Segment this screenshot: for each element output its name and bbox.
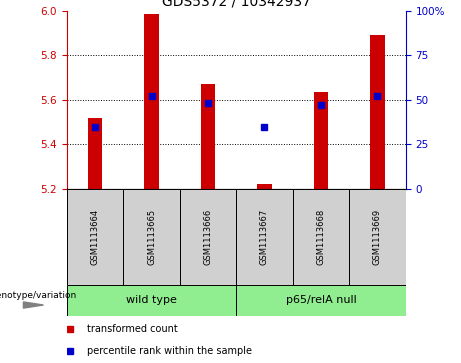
Bar — [201, 84, 215, 189]
Text: wild type: wild type — [126, 295, 177, 305]
Bar — [314, 92, 328, 189]
Text: GSM1113668: GSM1113668 — [316, 209, 325, 265]
Bar — [180, 189, 236, 285]
Bar — [67, 285, 236, 316]
Bar — [236, 189, 293, 285]
Text: GSM1113669: GSM1113669 — [373, 209, 382, 265]
Text: transformed count: transformed count — [87, 324, 178, 334]
Bar — [67, 189, 123, 285]
Text: GSM1113667: GSM1113667 — [260, 209, 269, 265]
Bar — [293, 189, 349, 285]
Bar — [144, 14, 159, 189]
Text: GSM1113666: GSM1113666 — [203, 209, 213, 265]
Text: percentile rank within the sample: percentile rank within the sample — [87, 346, 252, 356]
Bar — [88, 118, 102, 189]
Text: p65/relA null: p65/relA null — [286, 295, 356, 305]
Text: genotype/variation: genotype/variation — [0, 291, 77, 300]
Bar — [236, 285, 406, 316]
Bar — [349, 189, 406, 285]
Text: GSM1113665: GSM1113665 — [147, 209, 156, 265]
Text: GSM1113664: GSM1113664 — [90, 209, 100, 265]
Bar — [370, 35, 384, 189]
Bar — [257, 184, 272, 189]
Polygon shape — [24, 302, 43, 308]
Title: GDS5372 / 10342937: GDS5372 / 10342937 — [162, 0, 311, 8]
Bar — [123, 189, 180, 285]
